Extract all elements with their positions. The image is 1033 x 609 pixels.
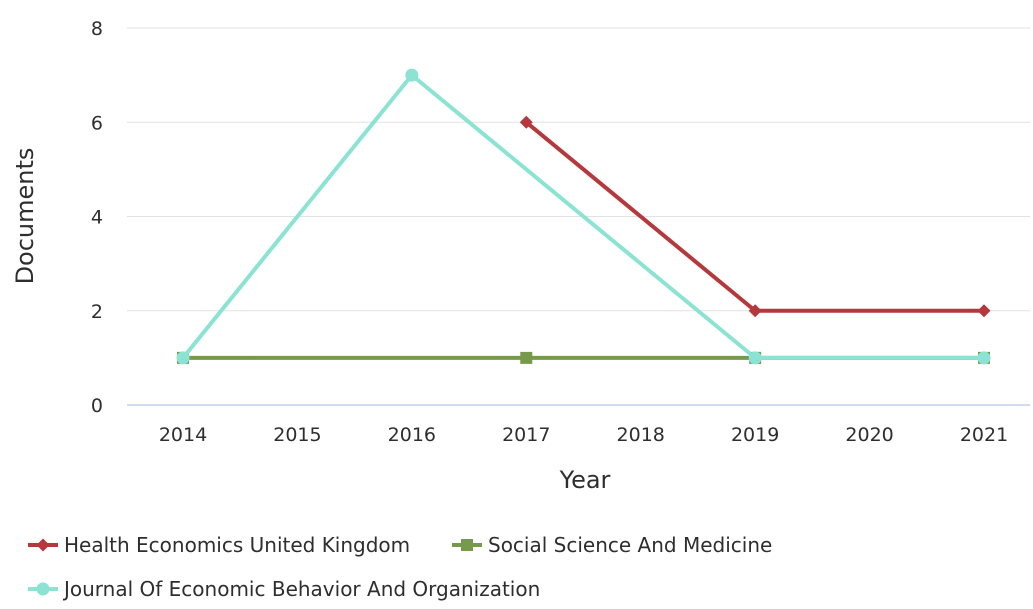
- legend-swatch-marker: [461, 539, 473, 551]
- axes: 0 2 4 6 8 2014 2015 2016 2017 2018 2019 2020 2021 Yea…: [11, 18, 1030, 494]
- x-axis-title: Year: [559, 466, 611, 494]
- series-lines: [176, 68, 991, 365]
- y-tick-label: 2: [91, 301, 103, 323]
- y-tick-label: 4: [91, 207, 103, 229]
- series-line: [181, 73, 986, 360]
- gridlines: [127, 27, 1030, 312]
- legend: Health Economics United Kingdom Social Sc…: [28, 533, 772, 601]
- legend-swatch-marker: [36, 582, 50, 596]
- legend-swatch-marker: [36, 538, 50, 552]
- x-tick-label: 2014: [159, 424, 207, 446]
- data-point: [405, 68, 419, 82]
- data-point: [748, 304, 762, 318]
- data-point: [176, 351, 190, 365]
- x-tick-label: 2018: [617, 424, 665, 446]
- x-tick-label: 2020: [845, 424, 893, 446]
- legend-item: Journal Of Economic Behavior And Organiz…: [28, 577, 540, 601]
- data-point: [519, 115, 533, 129]
- x-tick-label: 2021: [960, 424, 1008, 446]
- series-3: [176, 68, 991, 365]
- x-tick-label: 2015: [273, 424, 321, 446]
- y-tick-label: 8: [91, 18, 103, 40]
- series-1: [519, 115, 991, 318]
- legend-label: Social Science And Medicine: [488, 533, 772, 557]
- x-tick-label: 2017: [502, 424, 550, 446]
- y-tick-label: 0: [91, 395, 103, 417]
- data-point: [520, 351, 533, 364]
- y-axis-title: Documents: [11, 148, 39, 285]
- legend-item: Health Economics United Kingdom: [28, 533, 410, 557]
- legend-item: Social Science And Medicine: [452, 533, 772, 557]
- legend-label: Health Economics United Kingdom: [64, 533, 410, 557]
- data-point: [977, 304, 991, 318]
- x-tick-label: 2016: [388, 424, 436, 446]
- legend-label: Journal Of Economic Behavior And Organiz…: [62, 577, 540, 601]
- x-tick-label: 2019: [731, 424, 779, 446]
- y-tick-label: 6: [91, 112, 103, 134]
- data-point: [977, 351, 991, 365]
- data-point: [748, 351, 762, 365]
